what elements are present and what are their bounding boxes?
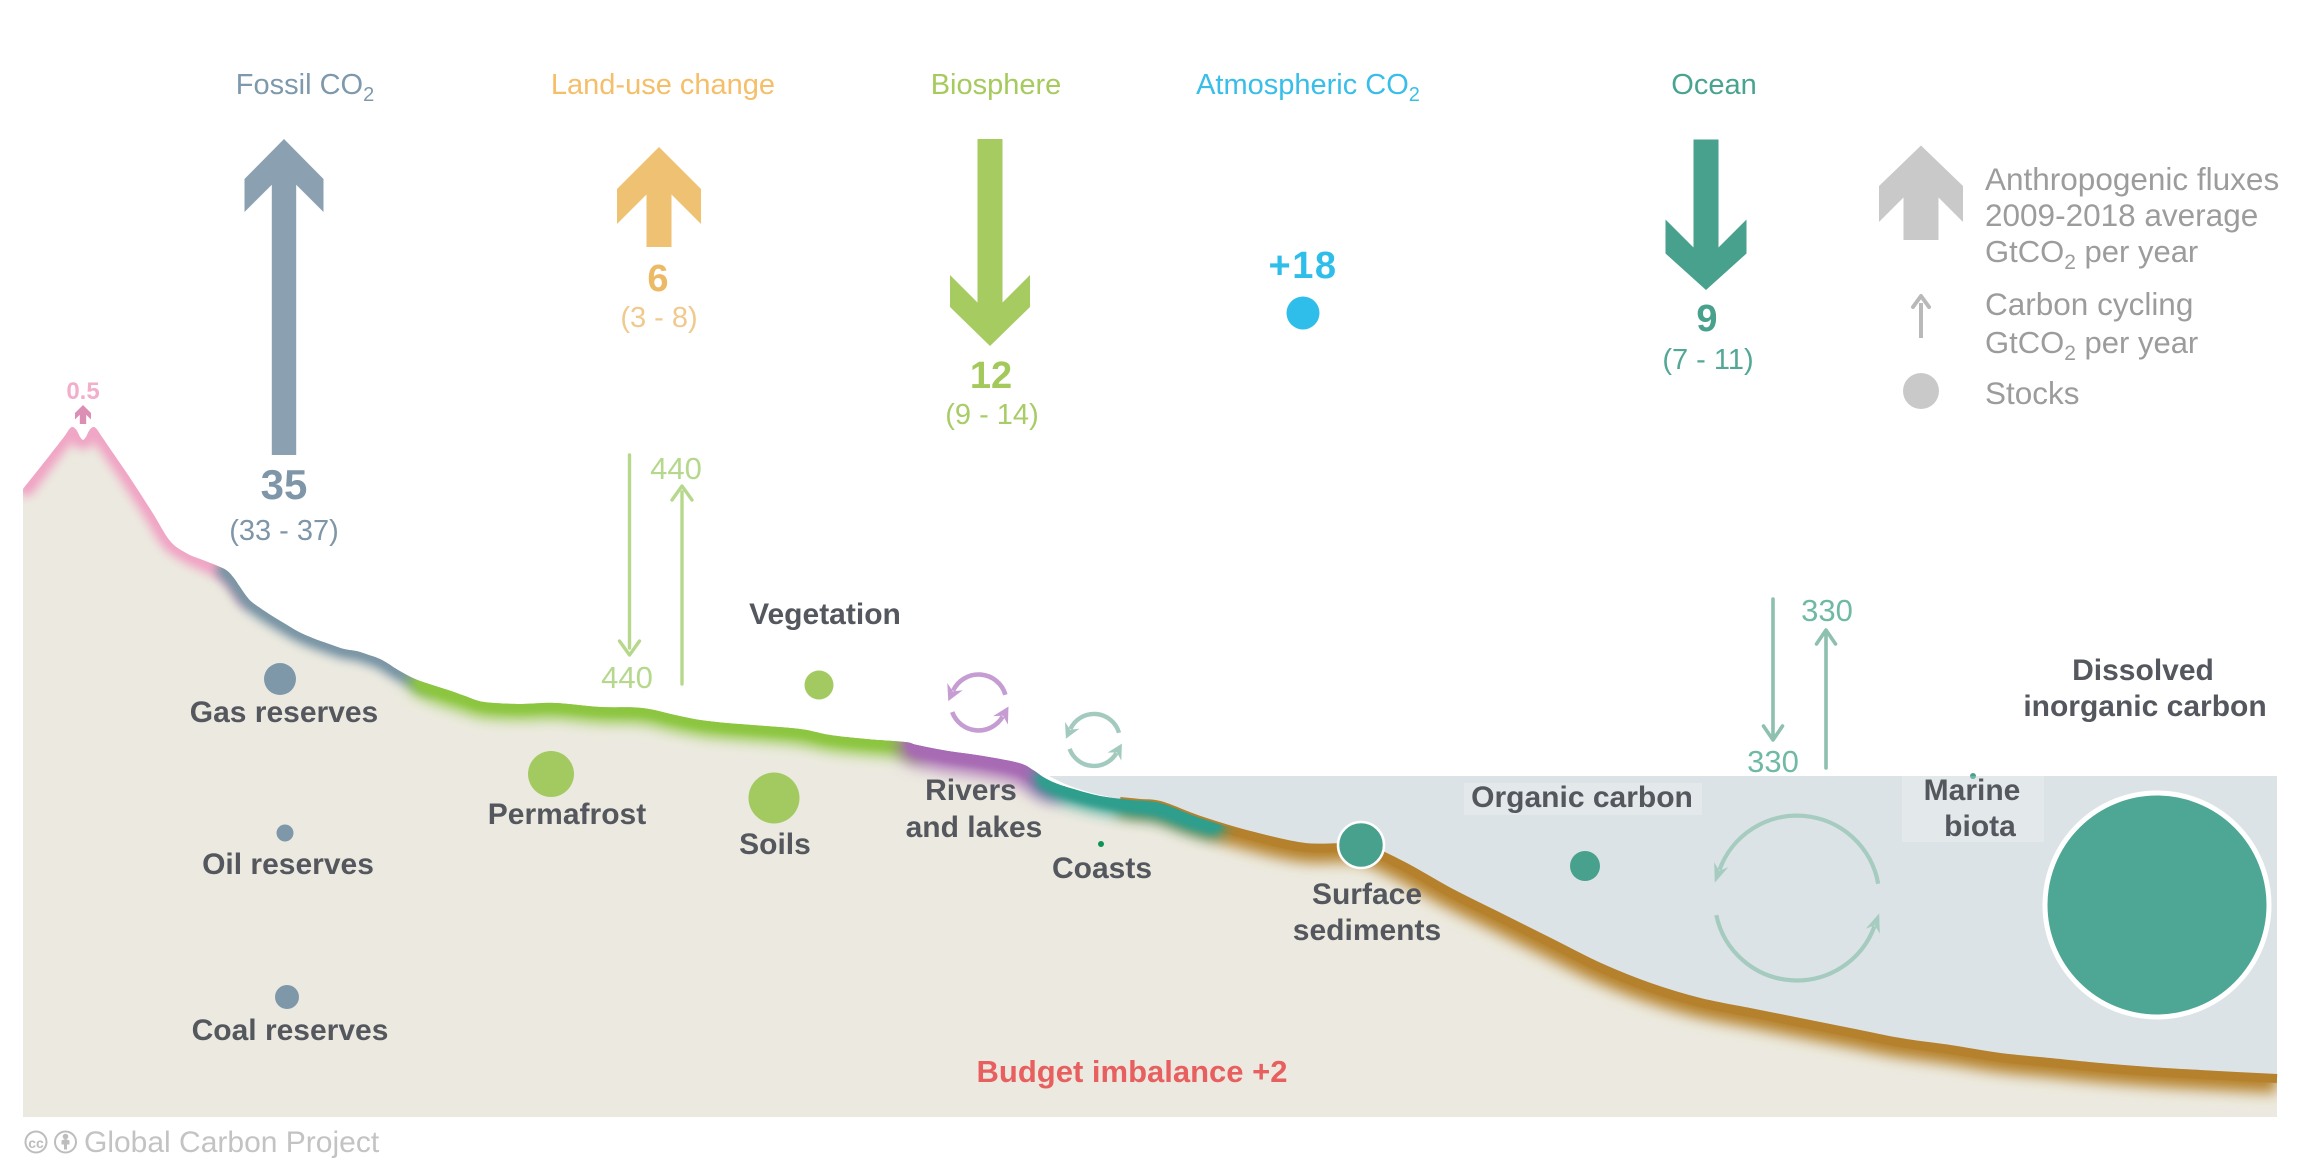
svg-text:Oil reserves: Oil reserves (202, 848, 374, 881)
svg-text:inorganic carbon: inorganic carbon (2023, 690, 2266, 723)
svg-text:Dissolved: Dissolved (2072, 654, 2214, 687)
svg-text:Coal reserves: Coal reserves (192, 1014, 389, 1047)
svg-text:2009-2018 average: 2009-2018 average (1985, 197, 2258, 233)
svg-text:Atmospheric CO2: Atmospheric CO2 (1196, 69, 1420, 106)
svg-text:Rivers: Rivers (925, 774, 1017, 807)
svg-text:9: 9 (1696, 298, 1717, 340)
svg-text:GtCO2 per year: GtCO2 per year (1985, 234, 2198, 274)
svg-text:(7 - 11): (7 - 11) (1662, 344, 1753, 376)
svg-text:0.5: 0.5 (66, 378, 99, 405)
svg-text:cc: cc (28, 1135, 44, 1151)
svg-text:Surface: Surface (1312, 878, 1422, 911)
svg-text:+18: +18 (1269, 245, 1338, 287)
svg-text:biota: biota (1944, 810, 2016, 843)
svg-text:Budget imbalance +2: Budget imbalance +2 (977, 1054, 1288, 1089)
svg-text:Anthropogenic fluxes: Anthropogenic fluxes (1985, 161, 2279, 197)
svg-text:Vegetation: Vegetation (749, 598, 901, 631)
svg-text:Ocean: Ocean (1671, 69, 1756, 101)
svg-text:Gas reserves: Gas reserves (190, 696, 379, 729)
svg-text:Land-use change: Land-use change (551, 69, 775, 101)
svg-text:Fossil CO2: Fossil CO2 (236, 69, 374, 106)
svg-text:sediments: sediments (1293, 914, 1441, 947)
svg-text:Permafrost: Permafrost (488, 798, 646, 831)
svg-text:Biosphere: Biosphere (931, 69, 1062, 101)
svg-text:440: 440 (650, 451, 702, 486)
svg-text:(9 - 14): (9 - 14) (945, 399, 1038, 431)
svg-text:Coasts: Coasts (1052, 852, 1152, 885)
svg-text:Marine: Marine (1924, 774, 2021, 807)
svg-text:Carbon cycling: Carbon cycling (1985, 286, 2193, 322)
svg-text:12: 12 (970, 355, 1012, 397)
svg-text:Stocks: Stocks (1985, 375, 2080, 411)
svg-text:Global Carbon Project: Global Carbon Project (84, 1126, 380, 1159)
svg-text:35: 35 (261, 461, 308, 508)
svg-text:and lakes: and lakes (906, 811, 1043, 844)
svg-text:(3 - 8): (3 - 8) (620, 302, 697, 334)
svg-text:6: 6 (647, 258, 668, 300)
svg-text:GtCO2 per year: GtCO2 per year (1985, 325, 2198, 365)
svg-text:Organic carbon: Organic carbon (1471, 781, 1693, 814)
svg-text:440: 440 (601, 660, 653, 695)
svg-text:(33 - 37): (33 - 37) (229, 515, 339, 547)
svg-text:Soils: Soils (739, 828, 811, 861)
svg-text:330: 330 (1801, 593, 1853, 628)
svg-text:330: 330 (1747, 744, 1799, 779)
